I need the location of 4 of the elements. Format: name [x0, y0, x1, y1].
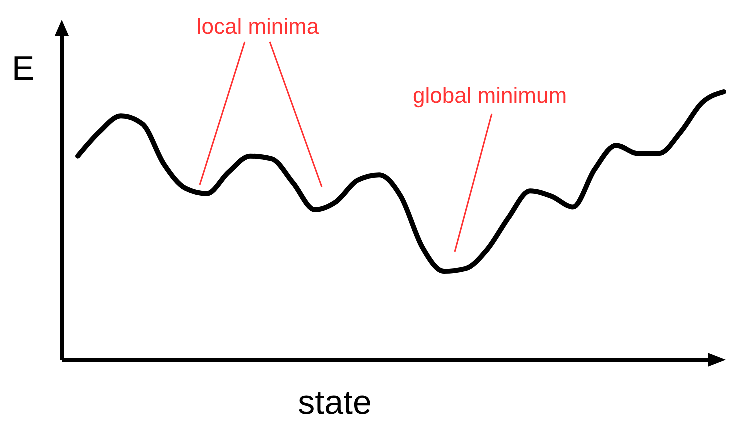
annotation: global minimum [412, 83, 568, 108]
y-axis-title: E [12, 50, 35, 88]
text: local minima [196, 14, 320, 39]
x-axis-title: state [298, 384, 372, 421]
